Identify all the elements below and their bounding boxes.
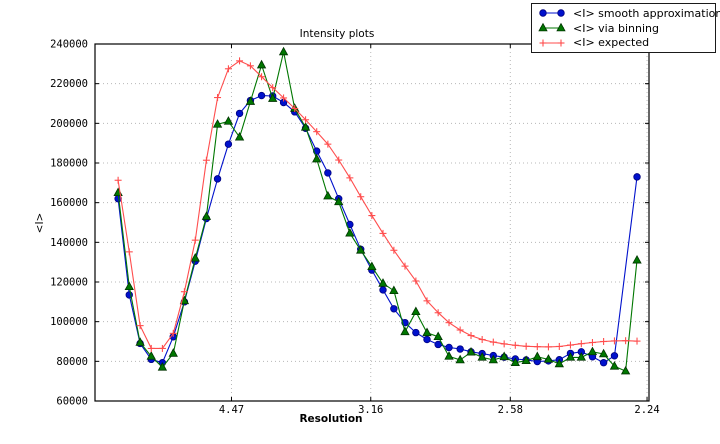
chart-title: Intensity plots [299,28,375,40]
series-1-marker-triangle [356,245,366,254]
x-tick-label: 2.58 [498,404,523,416]
series-0-marker-circle [456,345,464,353]
series-1-marker-triangle [521,355,531,365]
series-1-marker-triangle [543,354,554,363]
series-1-marker-triangle [499,351,509,361]
series-1-marker-triangle [323,190,333,200]
legend-label: <I> smooth approximation [573,6,720,20]
series-0-marker-circle [412,328,420,337]
legend-marker-triangle-icon [538,22,566,32]
series-0-marker-circle [257,91,266,100]
series-0-marker-circle [423,335,431,344]
series-1-marker-triangle [300,122,311,131]
x-tick-label: 3.16 [358,404,383,416]
y-tick-label: 120000 [50,277,88,289]
series-1-marker-triangle [190,252,200,262]
y-tick-label: 80000 [56,356,88,368]
series-1-marker-triangle [345,227,355,237]
series-0-marker-circle [379,286,387,294]
legend-sample-marker [539,9,547,18]
series-0-marker-circle [434,340,442,349]
series-0-marker-circle [224,140,233,148]
x-tick-label: 4.47 [219,404,244,416]
series-1-marker-triangle [212,119,223,128]
series-line-0 [117,95,638,364]
series-1-marker-triangle [632,254,642,264]
series-1-marker-triangle [433,331,443,341]
series-1-marker-triangle [400,326,410,336]
series-1-marker-triangle [234,131,245,141]
series-0-marker-circle [390,305,398,313]
series-1-marker-triangle [312,153,322,163]
series-1-marker-triangle [444,351,454,360]
legend-sample-marker [538,22,548,32]
series-1-marker-triangle [422,327,432,337]
series-1-marker-triangle [135,337,145,346]
series-1-marker-triangle [598,348,609,358]
x-axis-label: Resolution [299,413,363,425]
series-1-marker-triangle [201,211,212,220]
series-0-marker-circle [213,175,222,183]
legend-marker-circle-icon [539,9,565,18]
y-tick-label: 220000 [50,78,88,90]
y-tick-label: 200000 [50,118,88,130]
series-1-marker-triangle [378,278,388,287]
legend: <I> smooth approximation <I> via binning… [531,3,720,53]
legend-marker-plus-icon [539,39,565,47]
axes-border [94,43,650,402]
series-1-marker-triangle [168,348,178,357]
x-tick-label: 2.24 [634,404,659,416]
series-1-marker-triangle [389,285,399,295]
series-line-2 [117,60,638,349]
series-1-marker-triangle [554,358,564,368]
series-1-marker-triangle [532,351,542,361]
series-1-marker-triangle [576,352,586,361]
legend-label: <I> expected [573,36,650,50]
y-tick-label: 240000 [50,39,88,51]
y-tick-label: 180000 [50,158,88,170]
series-0-marker-circle [324,169,332,177]
series-0-marker-circle [610,352,619,360]
series-1-marker-triangle [510,357,520,367]
series-1-marker-triangle [455,354,465,364]
series-1-marker-triangle [245,96,256,105]
legend-sample-marker [556,22,566,32]
series-1-marker-triangle [278,46,289,56]
legend-sample-marker [557,9,565,18]
series-1-marker-triangle [620,365,631,375]
y-tick-label: 60000 [56,396,88,408]
series-1-marker-triangle [223,116,234,125]
series-1-marker-triangle [477,352,487,361]
series-1-marker-triangle [466,346,476,356]
y-tick-label: 100000 [50,316,88,328]
series-1-marker-triangle [113,187,123,197]
legend-item-expected: <I> expected [537,35,715,50]
series-1-marker-triangle [146,351,156,360]
series-1-marker-triangle [256,59,267,69]
series-0-marker-circle [235,109,244,118]
series-1-marker-triangle [565,352,576,361]
series-1-marker-triangle [587,346,598,356]
y-tick-label: 160000 [50,197,88,209]
series-1-marker-triangle [334,196,344,206]
y-axis-label: <I> [34,212,46,234]
series-0-marker-circle [633,173,641,181]
legend-item-smooth-approximation: <I> smooth approximation [537,6,720,21]
series-1-marker-triangle [124,281,134,291]
series-0-marker-circle [445,343,453,352]
series-1-marker-triangle [488,354,498,364]
series-1-marker-triangle [411,306,421,316]
series-0-marker-circle [599,359,608,367]
series-1-marker-triangle [367,261,377,271]
legend-label: <I> via binning [573,21,659,35]
series-1-marker-triangle [268,93,278,102]
series-1-marker-triangle [609,361,620,370]
series-1-marker-triangle [157,362,168,371]
legend-item-via-binning: <I> via binning [537,21,715,36]
series-line-1 [117,51,638,372]
y-tick-label: 140000 [50,237,88,249]
